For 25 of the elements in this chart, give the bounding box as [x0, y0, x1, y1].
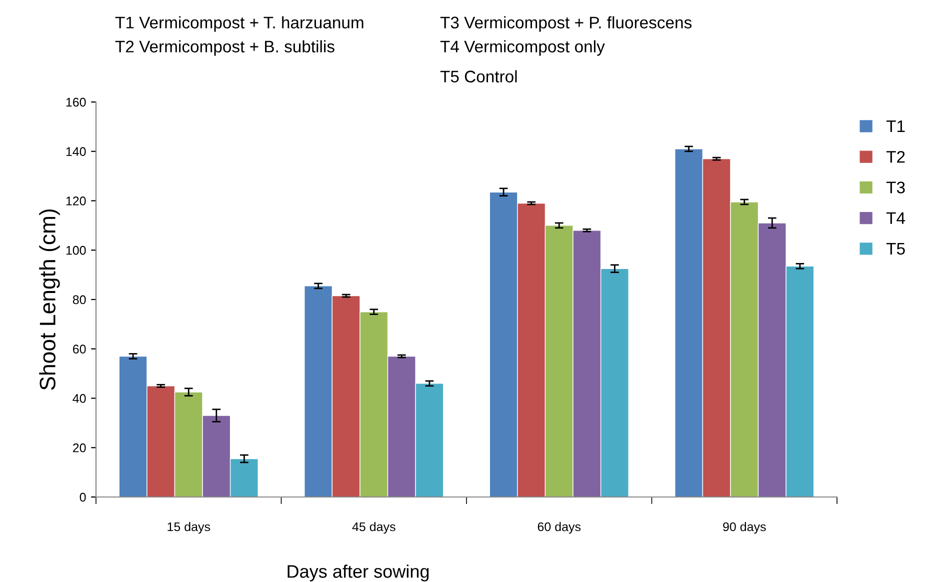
- y-tick-label: 0: [80, 492, 86, 502]
- x-axis-title: Days after sowing: [288, 564, 429, 582]
- y-axis-title: Shoot Length (cm): [39, 209, 60, 390]
- y-tick-label: 40: [72, 394, 86, 403]
- legend-label: T5: [886, 243, 905, 255]
- text: T2 Vermicompost + B. subtilis: [115, 40, 334, 56]
- y-tick-label: 120: [66, 196, 86, 206]
- legend-label: T2: [886, 150, 905, 163]
- y-tick-label: 100: [66, 246, 86, 255]
- x-tick-label: 45 days: [352, 522, 396, 534]
- legend-label: T4: [886, 212, 906, 224]
- legend-label: T1: [886, 120, 905, 132]
- x-tick-label: 15 days: [168, 522, 210, 534]
- y-tick-label: 80: [72, 295, 86, 304]
- y-tick-label: 20: [73, 443, 86, 452]
- y-tick-label: 160: [66, 98, 86, 107]
- x-tick-label: 60 days: [538, 522, 581, 534]
- text: T3 Vermicompost + P. fluorescens: [440, 16, 692, 32]
- text: T5 Control: [440, 70, 517, 82]
- y-tick-label: 60: [73, 344, 86, 354]
- text: T1 Vermicompost + T. harzuanum: [115, 16, 364, 32]
- text: T4 Vermicompost only: [440, 40, 605, 56]
- legend-label: T3: [886, 182, 905, 194]
- y-tick-label: 140: [66, 147, 86, 156]
- x-tick-label: 90 days: [723, 522, 766, 534]
